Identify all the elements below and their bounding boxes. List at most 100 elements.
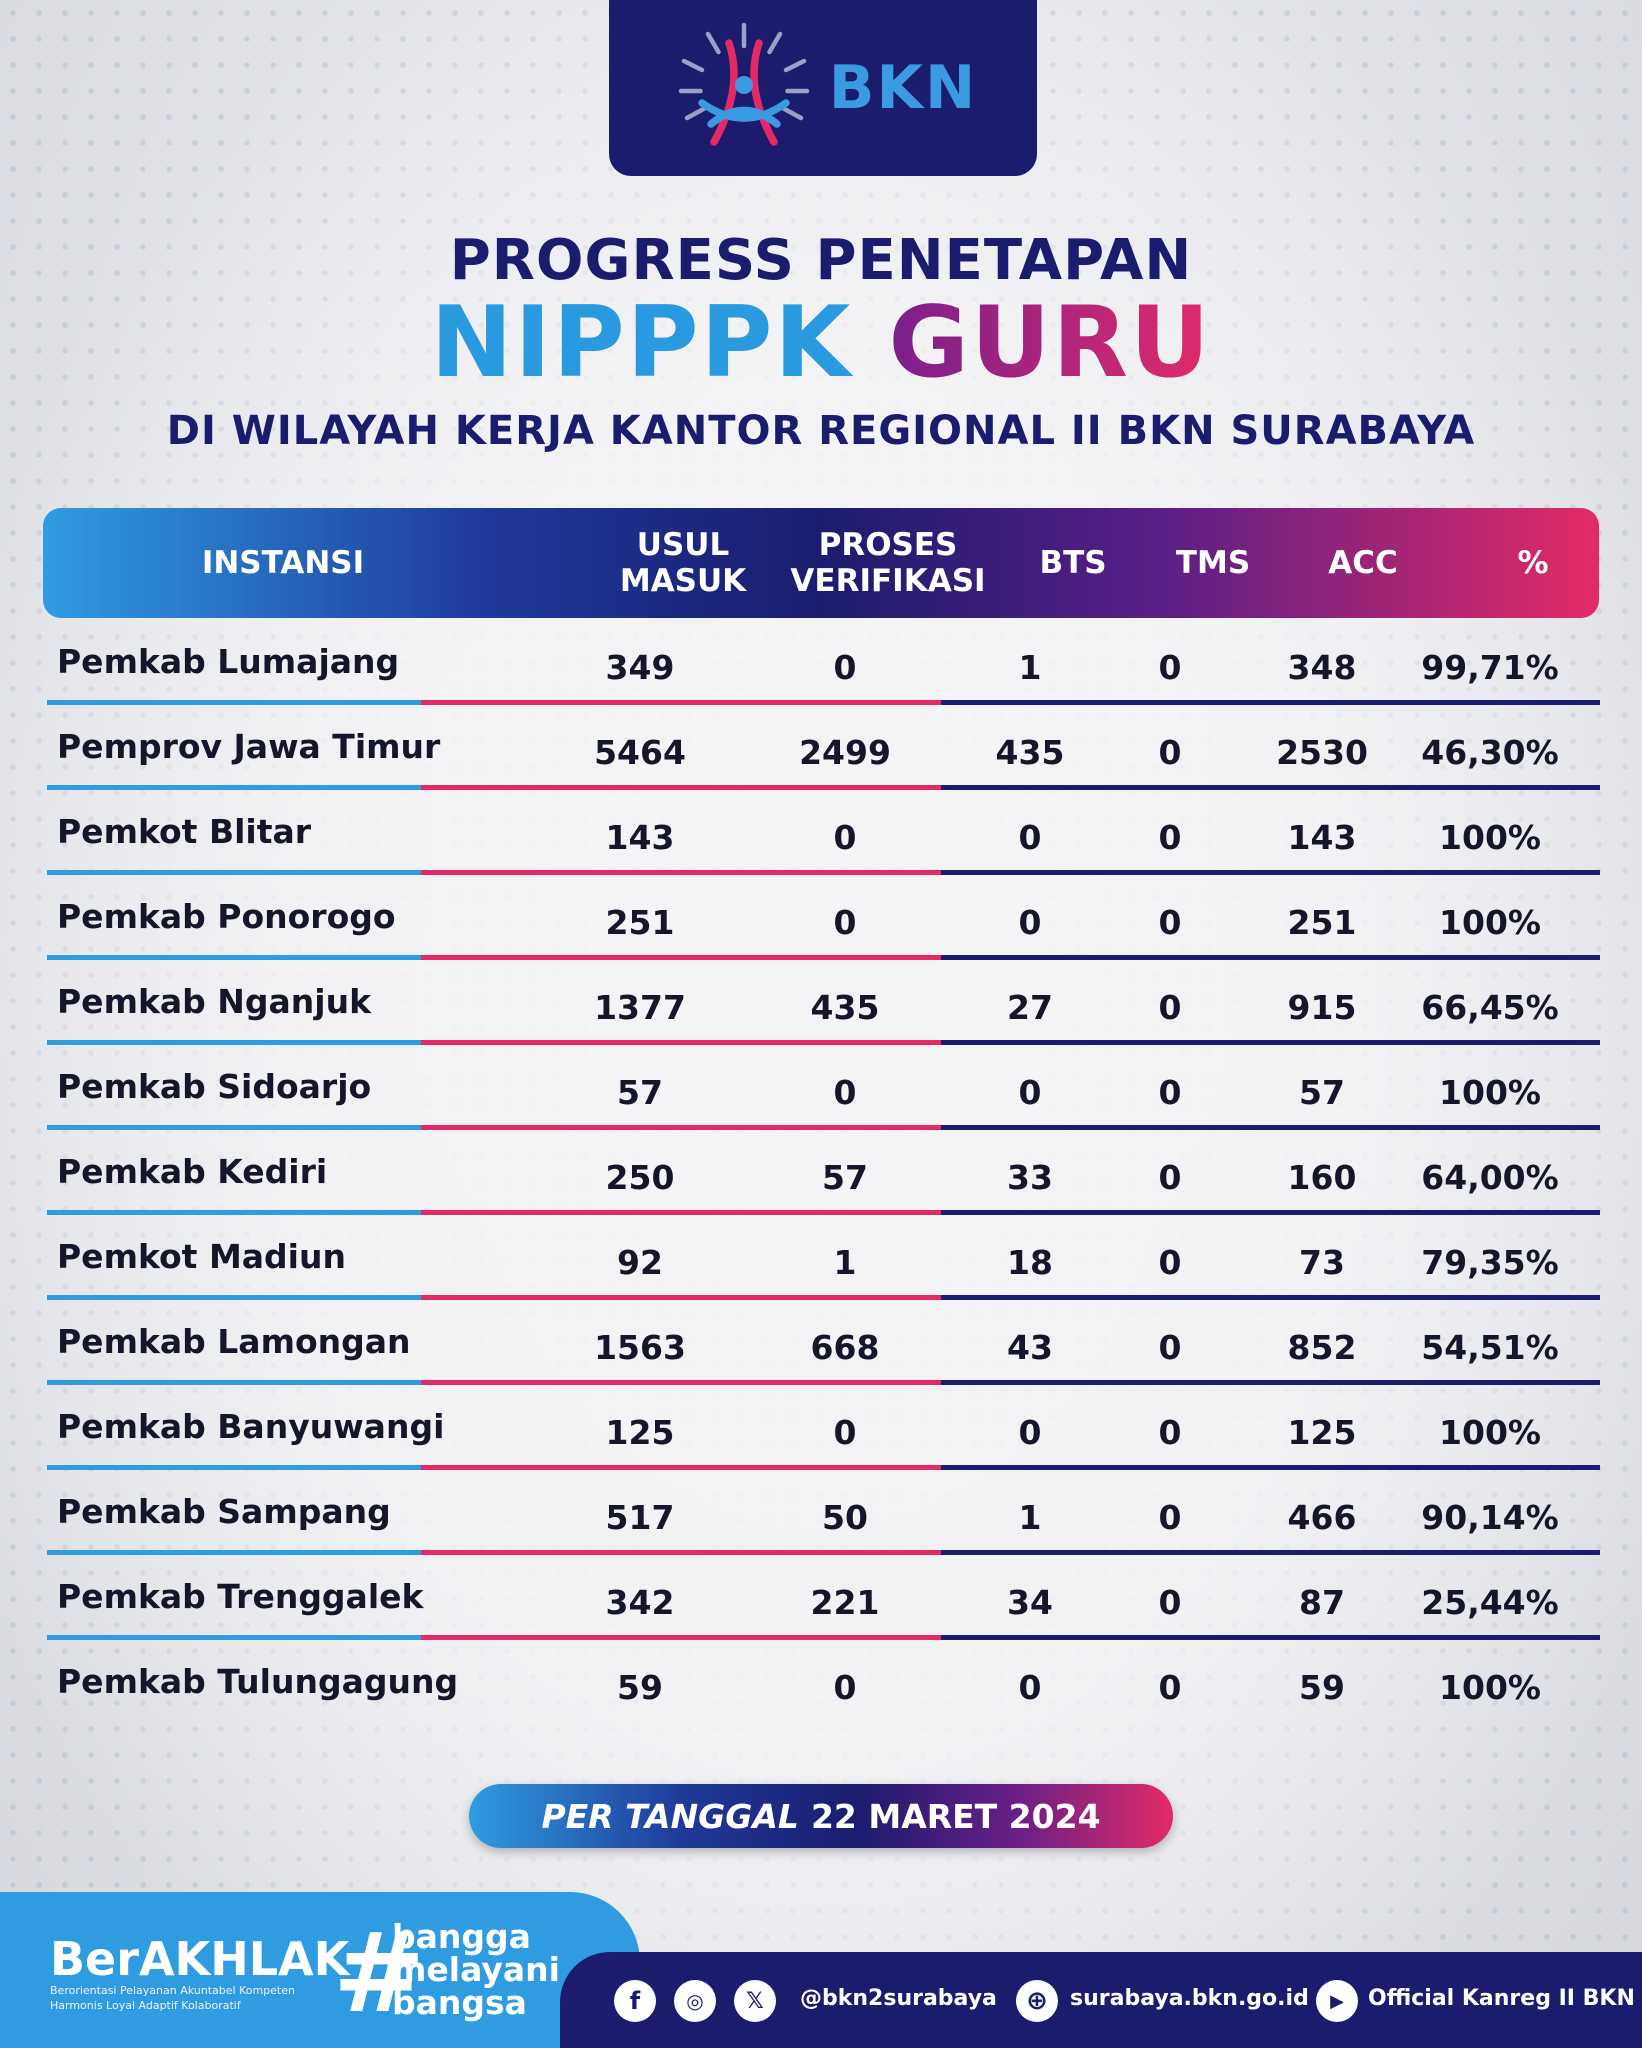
cell-tms: 0 [1158, 1073, 1182, 1112]
table-header: INSTANSI USUL MASUK PROSES VERIFIKASI BT… [43, 508, 1599, 618]
cell-tms: 0 [1158, 818, 1182, 857]
hashtag-line-3: bangsa [392, 1983, 527, 2022]
cell-acc: 125 [1287, 1413, 1357, 1452]
row-separator [47, 1295, 1600, 1300]
cell-proses: 0 [833, 818, 857, 857]
row-separator [47, 870, 1600, 875]
row-separator [47, 1040, 1600, 1045]
title-line-1: PROGRESS PENETAPAN [449, 228, 1193, 293]
header-proses-verifikasi: PROSES VERIFIKASI [743, 508, 1033, 618]
berakhlak-logo: BerAKHLAK [50, 1932, 350, 1986]
cell-pct: 100% [1439, 903, 1541, 942]
cell-pct: 100% [1439, 1073, 1541, 1112]
header-acc: ACC [1328, 545, 1398, 581]
bkn-logo-text: BKN [828, 53, 978, 123]
cell-instansi: Pemkab Sampang [57, 1492, 391, 1531]
cell-proses: 221 [810, 1583, 880, 1622]
table-row: Pemkot Blitar 143 0 0 0 143 100% [0, 790, 1642, 875]
bkn-logo: BKN [609, 0, 1037, 176]
cell-acc: 348 [1287, 648, 1357, 687]
header-instansi: INSTANSI [201, 545, 365, 581]
date-prefix: PER TANGGAL [541, 1796, 799, 1836]
cell-proses: 2499 [799, 733, 891, 772]
cell-usul: 1377 [594, 988, 686, 1027]
cell-bts: 0 [1018, 903, 1042, 942]
cell-proses: 0 [833, 648, 857, 687]
row-separator [47, 1380, 1600, 1385]
cell-usul: 57 [617, 1073, 663, 1112]
cell-usul: 125 [605, 1413, 675, 1452]
cell-pct: 64,00% [1421, 1158, 1559, 1197]
globe-icon: ⊕ [1016, 1980, 1058, 2022]
cell-usul: 1563 [594, 1328, 686, 1367]
cell-bts: 18 [1007, 1243, 1053, 1282]
cell-pct: 66,45% [1421, 988, 1559, 1027]
header-percent: % [1517, 545, 1549, 581]
cell-tms: 0 [1158, 1328, 1182, 1367]
youtube-icon: ▶ [1316, 1980, 1358, 2022]
cell-proses: 0 [833, 903, 857, 942]
hashtag-icon: # [333, 1909, 426, 2037]
cell-acc: 466 [1287, 1498, 1357, 1537]
table-row: Pemkot Madiun 92 1 18 0 73 79,35% [0, 1215, 1642, 1300]
youtube-channel[interactable]: Official Kanreg II BKN [1368, 1986, 1635, 2011]
cell-instansi: Pemkab Nganjuk [57, 982, 372, 1021]
header-proses-line1: PROSES [818, 527, 958, 563]
cell-acc: 915 [1287, 988, 1357, 1027]
hashtag-text: bangga melayani bangsa [392, 1920, 560, 2019]
cell-instansi: Pemkot Blitar [57, 812, 312, 851]
table-row: Pemkab Ponorogo 251 0 0 0 251 100% [0, 875, 1642, 960]
row-separator [47, 700, 1600, 705]
table-row: Pemkab Tulungagung 59 0 0 0 59 100% [0, 1640, 1642, 1725]
cell-pct: 100% [1439, 1413, 1541, 1452]
cell-tms: 0 [1158, 903, 1182, 942]
cell-tms: 0 [1158, 1498, 1182, 1537]
table-row: Pemkab Trenggalek 342 221 34 0 87 25,44% [0, 1555, 1642, 1640]
row-separator [47, 1635, 1600, 1640]
cell-instansi: Pemkab Lumajang [57, 642, 400, 681]
table-row: Pemkab Sampang 517 50 1 0 466 90,14% [0, 1470, 1642, 1555]
x-icon[interactable]: 𝕏 [734, 1980, 776, 2022]
cell-instansi: Pemkab Tulungagung [57, 1662, 459, 1701]
cell-bts: 1 [1018, 648, 1042, 687]
bkn-emblem-icon [678, 22, 810, 146]
cell-proses: 50 [822, 1498, 868, 1537]
header-proses-line2: VERIFIKASI [790, 563, 986, 599]
table-row: Pemkab Banyuwangi 125 0 0 0 125 100% [0, 1385, 1642, 1470]
cell-instansi: Pemkab Trenggalek [57, 1577, 424, 1616]
cell-tms: 0 [1158, 988, 1182, 1027]
cell-tms: 0 [1158, 733, 1182, 772]
instagram-icon[interactable]: ◎ [674, 1980, 716, 2022]
cell-acc: 2530 [1276, 733, 1368, 772]
cell-usul: 517 [605, 1498, 675, 1537]
row-separator [47, 1210, 1600, 1215]
cell-instansi: Pemkab Lamongan [57, 1322, 411, 1361]
cell-pct: 25,44% [1421, 1583, 1559, 1622]
cell-proses: 57 [822, 1158, 868, 1197]
social-handle[interactable]: @bkn2surabaya [800, 1986, 997, 2011]
cell-bts: 43 [1007, 1328, 1053, 1367]
cell-bts: 435 [995, 733, 1065, 772]
row-separator [47, 1550, 1600, 1555]
cell-acc: 251 [1287, 903, 1357, 942]
table-row: Pemkab Kediri 250 57 33 0 160 64,00% [0, 1130, 1642, 1215]
title-line-3: DI WILAYAH KERJA KANTOR REGIONAL II BKN … [166, 408, 1476, 454]
title-guru: GURU [888, 286, 1212, 400]
cell-usul: 342 [605, 1583, 675, 1622]
header-usul-masuk: USUL MASUK [563, 508, 803, 618]
cell-tms: 0 [1158, 1413, 1182, 1452]
cell-acc: 73 [1299, 1243, 1345, 1282]
date-value: 22 MARET 2024 [810, 1796, 1101, 1836]
cell-acc: 59 [1299, 1668, 1345, 1707]
table-row: Pemkab Lumajang 349 0 1 0 348 99,71% [0, 620, 1642, 705]
cell-bts: 33 [1007, 1158, 1053, 1197]
website-link[interactable]: surabaya.bkn.go.id [1070, 1986, 1309, 2011]
row-separator [47, 1125, 1600, 1130]
cell-bts: 0 [1018, 1413, 1042, 1452]
cell-bts: 34 [1007, 1583, 1053, 1622]
cell-instansi: Pemkab Banyuwangi [57, 1407, 445, 1446]
facebook-icon[interactable]: f [614, 1980, 656, 2022]
cell-tms: 0 [1158, 648, 1182, 687]
cell-acc: 160 [1287, 1158, 1357, 1197]
